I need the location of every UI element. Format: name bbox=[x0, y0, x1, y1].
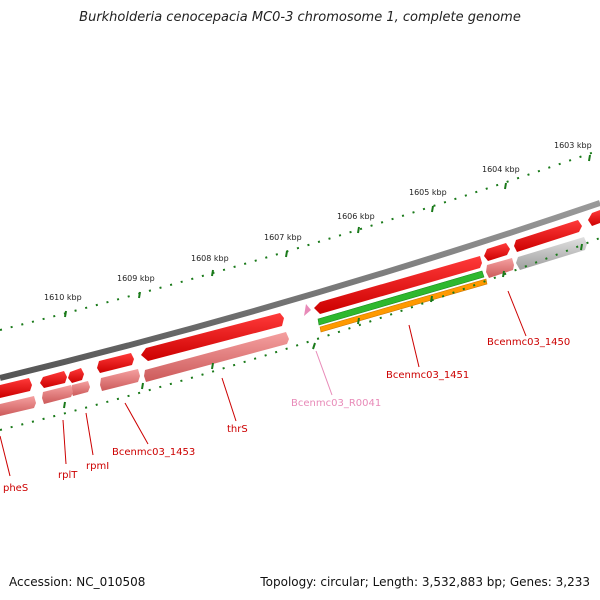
gene-label-thrs: thrS bbox=[227, 424, 248, 435]
tick-label-1607: 1607 kbp bbox=[264, 233, 302, 242]
forward-strand-genes bbox=[314, 210, 600, 314]
gene-forward-1450-part bbox=[514, 220, 582, 252]
gene-forward-long bbox=[314, 256, 482, 314]
inner-major-ticks bbox=[63, 243, 583, 409]
tick-label-1603: 1603 kbp bbox=[554, 141, 592, 150]
genome-info-label: Topology: circular; Length: 3,532,883 bp… bbox=[260, 575, 590, 589]
chromosome-backbone bbox=[0, 200, 600, 381]
tick-label-1606: 1606 kbp bbox=[337, 212, 375, 221]
gene-thrs-red bbox=[141, 313, 284, 361]
accession-label: Accession: NC_010508 bbox=[9, 575, 146, 589]
gene-rplt-red bbox=[40, 371, 67, 388]
gene-label-phes: pheS bbox=[3, 483, 28, 494]
gene-pink-small bbox=[486, 258, 514, 278]
gene-rpmi-red bbox=[68, 368, 84, 383]
gene-rpmi-pink bbox=[71, 381, 90, 396]
tick-label-1610: 1610 kbp bbox=[44, 293, 82, 302]
trna-marker-r0041 bbox=[304, 304, 311, 316]
gene-label-rpmi: rpmI bbox=[86, 461, 109, 472]
gene-forward-far-right bbox=[588, 210, 600, 226]
gene-label-rplt: rplT bbox=[58, 470, 78, 481]
label-leader-lines bbox=[0, 290, 527, 477]
gene-forward-small-a bbox=[484, 243, 510, 261]
gene-label-bcenmc03-1451: Bcenmc03_1451 bbox=[386, 370, 469, 381]
tick-label-1604: 1604 kbp bbox=[482, 165, 520, 174]
inner-tick-track bbox=[0, 237, 600, 431]
gene-phes-pink bbox=[0, 396, 36, 416]
outer-major-ticks bbox=[64, 154, 591, 318]
gene-label-bcenmc03-r0041: Bcenmc03_R0041 bbox=[291, 398, 381, 409]
gene-1453-pink bbox=[100, 369, 140, 391]
gene-rplt-pink bbox=[42, 385, 73, 404]
gene-label-bcenmc03-1450: Bcenmc03_1450 bbox=[487, 337, 570, 348]
gene-band-gray bbox=[516, 237, 587, 270]
gene-band-green bbox=[317, 270, 485, 326]
left-cluster-genes bbox=[0, 313, 289, 416]
gene-1453-red bbox=[97, 353, 134, 373]
map-title: Burkholderia cenocepacia MC0-3 chromosom… bbox=[79, 10, 521, 25]
tick-label-1605: 1605 kbp bbox=[409, 188, 447, 197]
tick-label-1608: 1608 kbp bbox=[191, 254, 229, 263]
gene-thrs-pink bbox=[144, 332, 289, 382]
gene-band-orange bbox=[319, 278, 488, 333]
tick-label-1609: 1609 kbp bbox=[117, 274, 155, 283]
gene-label-bcenmc03-1453: Bcenmc03_1453 bbox=[112, 447, 195, 458]
gene-phes-red bbox=[0, 378, 32, 398]
